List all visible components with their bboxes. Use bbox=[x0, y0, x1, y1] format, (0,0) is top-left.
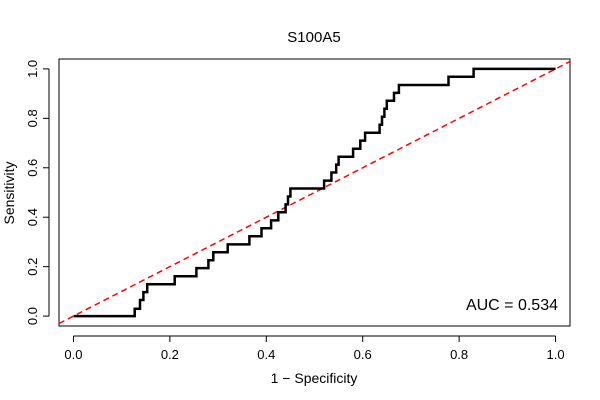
y-tick-label: 0.6 bbox=[25, 159, 40, 177]
x-tick-label: 0.8 bbox=[450, 347, 468, 362]
plot-area: 0.0 0.2 0.4 0.6 0.8 1.0 0.0 0.2 0.4 0.6 0.8 1.0 bbox=[25, 58, 571, 362]
y-axis-label: Sensitivity bbox=[1, 161, 17, 224]
plot-frame bbox=[58, 58, 571, 327]
x-tick-label: 0.6 bbox=[354, 347, 372, 362]
y-tick-label: 1.0 bbox=[25, 60, 40, 78]
y-tick-label: 0.2 bbox=[25, 258, 40, 276]
auc-annotation: AUC = 0.534 bbox=[466, 297, 558, 314]
reference-diagonal-line bbox=[58, 60, 571, 325]
x-tick-label: 0.0 bbox=[64, 347, 82, 362]
y-tick-label: 0.8 bbox=[25, 109, 40, 127]
x-tick-label: 0.2 bbox=[161, 347, 179, 362]
x-tick-label: 0.4 bbox=[257, 347, 275, 362]
y-tick-label: 0.0 bbox=[25, 307, 40, 325]
y-tick-label: 0.4 bbox=[25, 208, 40, 226]
roc-curve-line bbox=[73, 67, 556, 318]
x-tick-label: 1.0 bbox=[546, 347, 564, 362]
chart-title: S100A5 bbox=[287, 29, 340, 46]
x-axis-label: 1 − Specificity bbox=[271, 370, 358, 386]
